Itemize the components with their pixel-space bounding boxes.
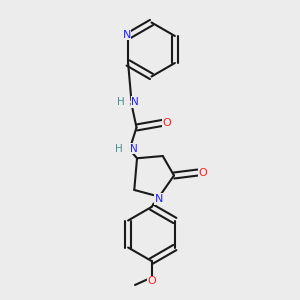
Text: N: N bbox=[130, 143, 138, 154]
Text: O: O bbox=[198, 167, 207, 178]
Text: N: N bbox=[155, 194, 164, 204]
Text: O: O bbox=[162, 118, 171, 128]
Text: N: N bbox=[131, 97, 139, 107]
Text: H: H bbox=[115, 143, 123, 154]
Text: N: N bbox=[122, 29, 131, 40]
Text: O: O bbox=[147, 276, 156, 286]
Text: H: H bbox=[117, 97, 124, 107]
